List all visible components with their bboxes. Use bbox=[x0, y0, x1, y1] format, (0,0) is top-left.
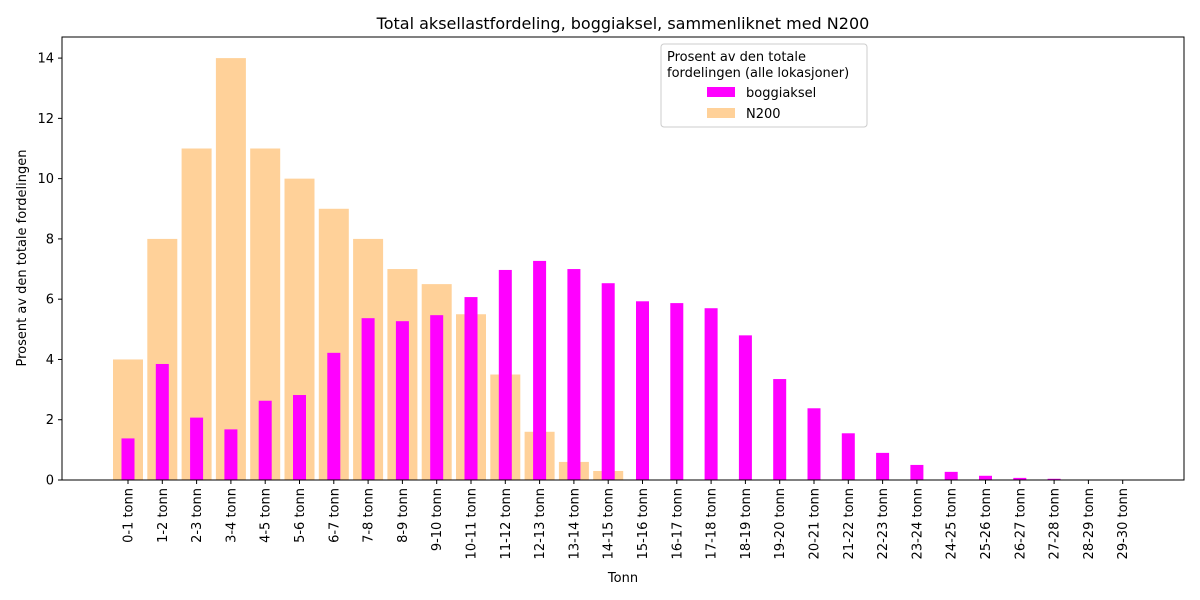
legend: Prosent av den totale fordelingen (alle … bbox=[660, 43, 868, 128]
bar-boggiaksel-14-15-tonn bbox=[601, 283, 615, 480]
bar-boggiaksel-8-9-tonn bbox=[395, 321, 409, 480]
x-tick-label: 21-22 tonn bbox=[842, 488, 857, 559]
bar-boggiaksel-18-19-tonn bbox=[738, 335, 752, 480]
x-tick-label: 4-5 tonn bbox=[259, 488, 274, 543]
x-axis-label: Tonn bbox=[607, 571, 638, 586]
x-tick-label: 28-29 tonn bbox=[1082, 488, 1097, 559]
x-tick-label: 9-10 tonn bbox=[430, 488, 445, 551]
bar-boggiaksel-3-4-tonn bbox=[224, 429, 238, 480]
x-tick-label: 16-17 tonn bbox=[670, 488, 685, 559]
x-tick-label: 3-4 tonn bbox=[224, 488, 239, 543]
legend-frame bbox=[660, 43, 868, 128]
y-tick-label: 12 bbox=[37, 112, 54, 127]
x-tick-label: 8-9 tonn bbox=[396, 488, 411, 543]
x-tick-label: 13-14 tonn bbox=[567, 488, 582, 559]
x-tick-label: 15-16 tonn bbox=[636, 488, 651, 559]
legend-title-line-1: Prosent av den totale bbox=[667, 50, 806, 65]
bar-boggiaksel-15-16-tonn bbox=[636, 301, 649, 480]
x-tick-label: 1-2 tonn bbox=[156, 488, 171, 543]
bar-boggiaksel-0-1-tonn bbox=[121, 438, 135, 480]
x-tick-label: 25-26 tonn bbox=[979, 488, 994, 559]
bar-boggiaksel-24-25-tonn bbox=[944, 471, 958, 480]
x-tick-label: 26-27 tonn bbox=[1013, 488, 1028, 559]
bar-boggiaksel-27-28-tonn bbox=[1047, 478, 1061, 480]
bar-boggiaksel-2-3-tonn bbox=[190, 417, 204, 480]
bar-boggiaksel-13-14-tonn bbox=[567, 269, 581, 480]
x-tick-label: 19-20 tonn bbox=[773, 488, 788, 559]
bar-boggiaksel-11-12-tonn bbox=[498, 269, 512, 480]
bar-boggiaksel-21-22-tonn bbox=[841, 433, 855, 480]
axes-layer: 0 2 4 6 8 10 12 14 0-1 tonn 1-2 tonn 2-3 tonn 3-4 t… bbox=[37, 36, 1185, 559]
bar-boggiaksel-10-11-tonn bbox=[464, 297, 478, 480]
y-tick-label: 14 bbox=[37, 52, 54, 67]
y-tick-label: 0 bbox=[46, 474, 54, 489]
bar-boggiaksel-4-5-tonn bbox=[258, 400, 272, 480]
bar-boggiaksel-5-6-tonn bbox=[293, 395, 306, 480]
bar-boggiaksel-20-21-tonn bbox=[807, 408, 821, 480]
x-tick-label: 27-28 tonn bbox=[1048, 488, 1063, 559]
legend-swatch-n200 bbox=[707, 108, 735, 118]
y-tick-label: 10 bbox=[37, 172, 54, 187]
y-tick-label: 4 bbox=[46, 353, 54, 368]
x-tick-label: 23-24 tonn bbox=[910, 488, 925, 559]
y-tick-label: 8 bbox=[46, 232, 54, 247]
y-tick-label: 6 bbox=[46, 293, 54, 308]
legend-label-n200: N200 bbox=[746, 107, 781, 122]
bar-boggiaksel-22-23-tonn bbox=[876, 452, 890, 480]
x-tick-label: 12-13 tonn bbox=[533, 488, 548, 559]
x-tick-label: 18-19 tonn bbox=[739, 488, 754, 559]
x-tick-label: 29-30 tonn bbox=[1116, 488, 1131, 559]
chart-title: Total aksellastfordeling, boggiaksel, sa… bbox=[376, 14, 870, 33]
x-tick-label: 5-6 tonn bbox=[293, 488, 308, 543]
bar-boggiaksel-1-2-tonn bbox=[155, 363, 169, 480]
bar-boggiaksel-26-27-tonn bbox=[1013, 477, 1027, 480]
legend-label-boggiaksel: boggiaksel bbox=[746, 86, 816, 101]
legend-swatch-boggiaksel bbox=[707, 87, 735, 97]
bar-n200-3-4-tonn bbox=[215, 58, 246, 480]
x-tick-label: 2-3 tonn bbox=[190, 488, 205, 543]
bar-boggiaksel-7-8-tonn bbox=[361, 318, 375, 480]
bar-boggiaksel-9-10-tonn bbox=[430, 315, 444, 480]
x-tick-label: 10-11 tonn bbox=[465, 488, 480, 559]
x-tick-label: 17-18 tonn bbox=[705, 488, 720, 559]
x-tick-label: 11-12 tonn bbox=[499, 488, 514, 559]
bar-boggiaksel-17-18-tonn bbox=[704, 308, 718, 480]
x-tick-label: 22-23 tonn bbox=[876, 488, 891, 559]
x-tick-label: 7-8 tonn bbox=[362, 488, 377, 543]
y-axis-label: Prosent av den totale fordelingen bbox=[15, 150, 30, 367]
bar-boggiaksel-23-24-tonn bbox=[910, 464, 924, 480]
bar-boggiaksel-19-20-tonn bbox=[773, 379, 787, 480]
legend-title-line-2: fordelingen (alle lokasjoner) bbox=[667, 66, 849, 81]
x-tick-label: 20-21 tonn bbox=[808, 488, 823, 559]
x-tick-label: 14-15 tonn bbox=[602, 488, 617, 559]
bars-layer bbox=[113, 58, 1130, 480]
bar-boggiaksel-12-13-tonn bbox=[533, 260, 547, 480]
bar-boggiaksel-6-7-tonn bbox=[327, 352, 341, 480]
plot-frame bbox=[61, 36, 1185, 481]
x-tick-label: 6-7 tonn bbox=[327, 488, 342, 543]
y-tick-label: 2 bbox=[46, 413, 54, 428]
x-tick-label: 0-1 tonn bbox=[122, 488, 137, 543]
x-tick-label: 24-25 tonn bbox=[945, 488, 960, 559]
bar-boggiaksel-16-17-tonn bbox=[670, 303, 684, 480]
bar-boggiaksel-25-26-tonn bbox=[979, 475, 992, 480]
